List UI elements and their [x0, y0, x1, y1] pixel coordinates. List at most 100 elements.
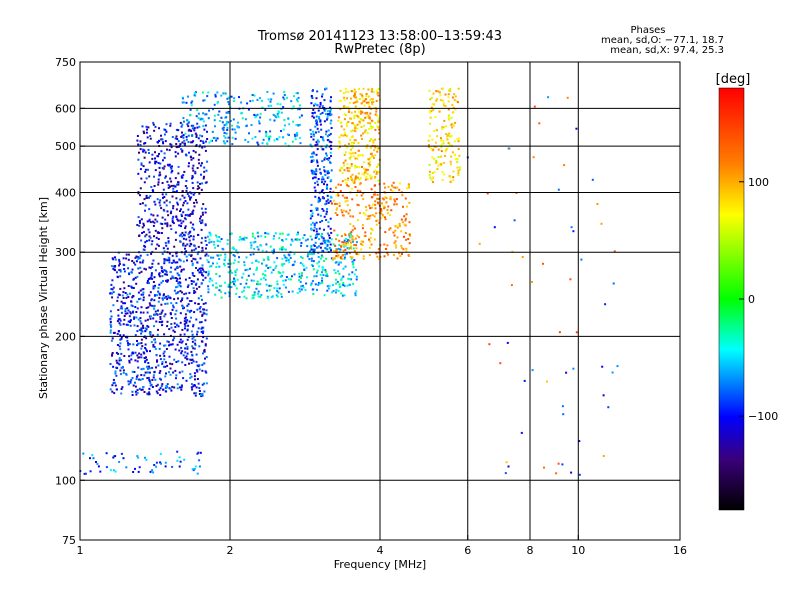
data-point: [368, 254, 371, 257]
data-point: [198, 125, 201, 128]
data-point: [202, 112, 205, 115]
data-point: [153, 129, 156, 132]
data-point: [285, 248, 287, 251]
data-point: [200, 393, 202, 396]
data-point: [273, 287, 276, 290]
data-point: [140, 342, 143, 345]
data-point: [327, 221, 330, 224]
data-point: [315, 122, 318, 125]
data-point: [156, 294, 158, 297]
data-point: [452, 178, 455, 181]
data-point: [209, 234, 212, 237]
data-point: [323, 99, 326, 102]
data-point: [245, 279, 248, 281]
data-point: [181, 361, 184, 364]
data-point: [188, 239, 191, 242]
data-point: [142, 296, 145, 299]
data-point: [186, 304, 189, 307]
stats-x-mode: mean, sd,X: 97.4, 25.3: [610, 45, 724, 56]
data-point: [370, 98, 373, 101]
data-point: [136, 360, 139, 363]
data-point: [321, 136, 324, 139]
data-point: [596, 203, 599, 205]
data-point: [310, 284, 312, 287]
data-point: [348, 278, 351, 281]
data-point: [361, 172, 364, 175]
data-point: [250, 246, 253, 249]
data-point: [291, 240, 294, 243]
data-point: [201, 213, 204, 216]
data-point: [197, 185, 200, 188]
data-point: [287, 117, 290, 120]
data-point: [162, 141, 164, 144]
data-point: [206, 138, 209, 140]
data-point: [147, 306, 150, 309]
data-point: [198, 364, 201, 367]
data-point: [350, 178, 353, 181]
data-point: [291, 290, 294, 293]
data-point: [192, 347, 195, 350]
data-point: [150, 186, 153, 188]
data-point: [315, 97, 318, 100]
data-point: [137, 216, 140, 219]
data-point: [171, 343, 174, 346]
data-point: [366, 178, 369, 181]
data-point: [409, 234, 411, 237]
data-point: [164, 273, 167, 276]
data-point: [147, 325, 150, 328]
data-point: [168, 201, 171, 204]
data-point: [283, 94, 286, 96]
data-point: [169, 212, 172, 215]
data-point: [134, 256, 137, 259]
data-point: [172, 371, 175, 374]
data-point: [448, 118, 451, 121]
data-point: [339, 142, 342, 145]
data-point: [196, 308, 199, 311]
data-point: [226, 126, 229, 129]
data-point: [316, 159, 318, 162]
data-point: [344, 244, 347, 247]
data-point: [155, 385, 158, 387]
data-point: [130, 271, 133, 274]
data-point: [195, 134, 198, 137]
data-point: [163, 250, 166, 253]
data-point: [297, 124, 300, 126]
data-point: [261, 262, 263, 265]
data-point: [152, 345, 155, 348]
data-point: [356, 203, 359, 206]
data-point: [321, 232, 324, 235]
data-point: [347, 185, 350, 188]
data-point: [202, 352, 204, 355]
data-point: [341, 214, 344, 217]
data-point: [128, 361, 131, 364]
data-point: [144, 168, 147, 171]
data-point: [164, 461, 167, 464]
data-point: [351, 180, 354, 183]
data-point: [148, 294, 151, 297]
data-point: [232, 118, 235, 121]
data-point: [193, 311, 196, 314]
data-point: [429, 116, 432, 119]
data-point: [350, 90, 353, 93]
data-point: [142, 248, 145, 251]
data-point: [345, 90, 347, 93]
data-point: [116, 320, 119, 323]
data-point: [127, 348, 130, 351]
data-point: [393, 234, 396, 237]
data-point: [182, 117, 185, 119]
data-point: [177, 282, 180, 285]
data-point: [313, 252, 315, 255]
data-point: [322, 192, 325, 194]
data-point: [384, 216, 386, 219]
data-point: [159, 387, 162, 390]
data-point: [357, 204, 360, 207]
data-point: [324, 203, 327, 206]
data-point: [245, 236, 248, 239]
data-point: [190, 280, 193, 282]
data-point: [182, 174, 185, 177]
data-point: [561, 463, 564, 466]
data-point: [262, 277, 265, 280]
data-point: [184, 327, 186, 330]
data-point: [169, 313, 172, 316]
data-point: [441, 171, 444, 173]
